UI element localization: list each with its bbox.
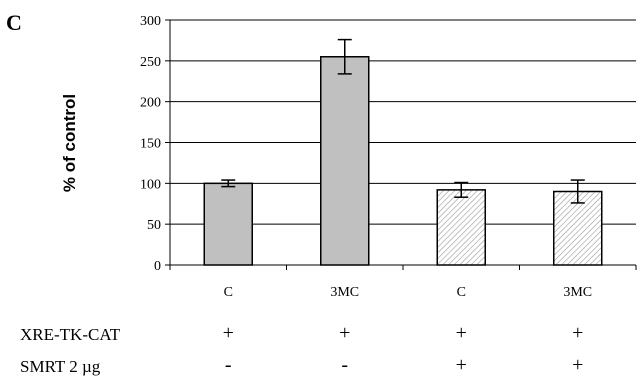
condition-value: + [572, 354, 584, 376]
x-category-label: 3MC [563, 285, 592, 300]
x-category-label: 3MC [330, 285, 359, 300]
y-tick-label: 200 [140, 96, 161, 111]
labels-layer: 0 50 100 150 200 250 300 C 3MC C 3MC [140, 14, 592, 300]
bar-1 [203, 182, 253, 266]
bar-4 [553, 190, 603, 266]
y-tick-label: 300 [140, 14, 161, 29]
condition-value: + [455, 354, 467, 376]
condition-value: + [572, 322, 584, 344]
condition-row-label: SMRT 2 µg [20, 357, 101, 376]
condition-value: - [224, 354, 232, 376]
axis-layer [165, 19, 637, 270]
condition-value: + [339, 322, 351, 344]
y-tick-label: 250 [140, 55, 161, 70]
bars-layer [203, 38, 603, 266]
x-category-label: C [457, 285, 466, 300]
condition-value: - [341, 354, 349, 376]
x-category-label: C [224, 285, 233, 300]
y-tick-label: 50 [147, 218, 161, 233]
bar-chart: 0 50 100 150 200 250 300 C 3MC C 3MC [140, 14, 637, 300]
panel-letter: C [6, 10, 22, 35]
bar-3 [436, 189, 486, 266]
y-tick-label: 150 [140, 137, 161, 152]
condition-value: + [455, 322, 467, 344]
condition-value: + [222, 322, 234, 344]
y-tick-label: 0 [154, 259, 161, 274]
y-tick-label: 100 [140, 177, 161, 192]
bar-2 [320, 56, 370, 266]
condition-row-label: XRE-TK-CAT [20, 325, 121, 344]
